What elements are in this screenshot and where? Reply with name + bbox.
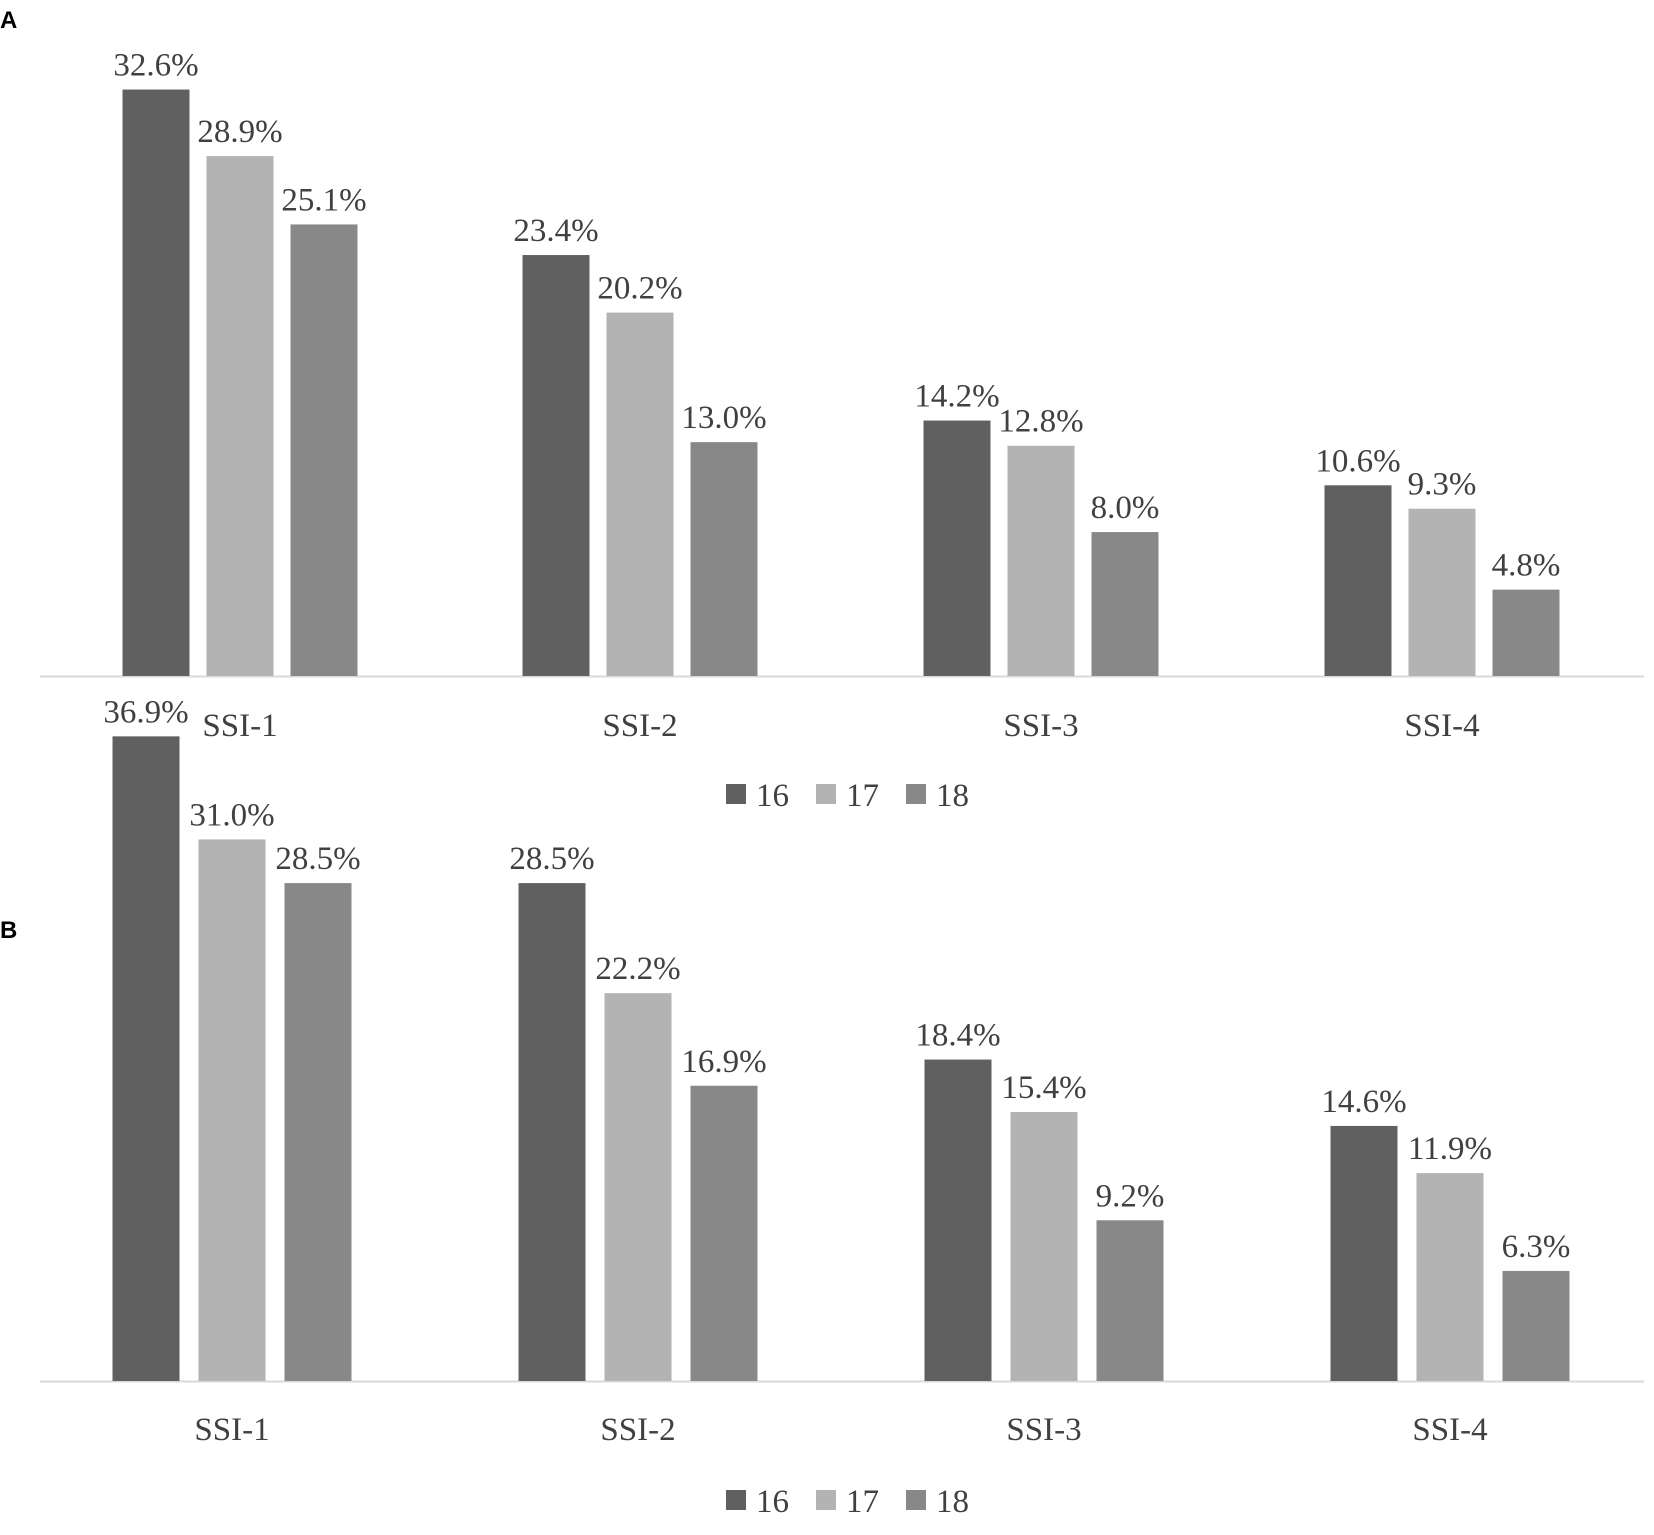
bar-17-ssi-3 bbox=[1010, 1111, 1078, 1381]
bar-16-ssi-3 bbox=[924, 1059, 992, 1381]
legend-swatch-18 bbox=[906, 1490, 926, 1510]
legend-swatch-16 bbox=[726, 1490, 746, 1510]
data-label: 11.9% bbox=[1408, 1131, 1492, 1167]
legend-swatch-17 bbox=[816, 784, 836, 804]
bar-17-ssi-1 bbox=[198, 839, 266, 1381]
chart-panel-b: 36.9% 28.5% 18.4% 14.6% 31.0% 22.2% 15.4% 11.9%… bbox=[40, 694, 1644, 1520]
data-label: 22.2% bbox=[595, 951, 680, 987]
bar-16-ssi-4 bbox=[1330, 1125, 1398, 1381]
data-label: 14.6% bbox=[1321, 1084, 1406, 1120]
data-label: 8.0% bbox=[1091, 490, 1160, 526]
bar-17-ssi-4 bbox=[1408, 508, 1476, 676]
bar-16-ssi-1 bbox=[122, 89, 190, 676]
data-label: 20.2% bbox=[597, 271, 682, 307]
x-tick-label: SSI-3 bbox=[1003, 708, 1078, 744]
data-label: 28.9% bbox=[197, 114, 282, 150]
bar-18-ssi-3 bbox=[1096, 1220, 1164, 1381]
data-label: 28.5% bbox=[275, 841, 360, 877]
legend-label-18: 18 bbox=[936, 778, 969, 814]
data-label: 9.2% bbox=[1096, 1178, 1165, 1214]
x-tick-label: SSI-2 bbox=[602, 708, 677, 744]
legend-label-16: 16 bbox=[756, 778, 789, 814]
legend-label-18: 18 bbox=[936, 1484, 969, 1520]
data-label: 14.2% bbox=[914, 379, 999, 415]
bar-17-ssi-3 bbox=[1007, 445, 1075, 676]
data-label: 16.9% bbox=[681, 1044, 766, 1080]
data-label: 15.4% bbox=[1001, 1070, 1086, 1106]
bar-17-ssi-2 bbox=[604, 993, 672, 1381]
bar-18-ssi-2 bbox=[690, 442, 758, 676]
data-label: 25.1% bbox=[281, 182, 366, 218]
bar-17-ssi-4 bbox=[1416, 1173, 1484, 1381]
x-tick-label: SSI-1 bbox=[202, 708, 277, 744]
bar-16-ssi-2 bbox=[518, 883, 586, 1381]
data-label: 4.8% bbox=[1492, 548, 1561, 584]
bar-17-ssi-2 bbox=[606, 312, 674, 676]
bar-18-ssi-2 bbox=[690, 1085, 758, 1381]
panel-letter-a: A bbox=[0, 7, 17, 34]
legend-swatch-16 bbox=[726, 784, 746, 804]
bar-18-ssi-4 bbox=[1502, 1270, 1570, 1381]
bar-18-ssi-3 bbox=[1091, 532, 1159, 676]
legend-label-17: 17 bbox=[846, 778, 879, 814]
bar-18-ssi-1 bbox=[284, 883, 352, 1381]
bar-18-ssi-4 bbox=[1492, 589, 1560, 676]
x-tick-label: SSI-1 bbox=[194, 1412, 269, 1448]
data-label: 23.4% bbox=[513, 213, 598, 249]
legend-label-16: 16 bbox=[756, 1484, 789, 1520]
data-label: 10.6% bbox=[1315, 443, 1400, 479]
data-label: 12.8% bbox=[998, 404, 1083, 440]
data-label: 13.0% bbox=[681, 400, 766, 436]
legend-swatch-17 bbox=[816, 1490, 836, 1510]
data-label: 31.0% bbox=[189, 797, 274, 833]
bar-16-ssi-1 bbox=[112, 736, 180, 1381]
data-label: 28.5% bbox=[509, 841, 594, 877]
x-tick-label: SSI-4 bbox=[1404, 708, 1479, 744]
data-label: 9.3% bbox=[1408, 467, 1477, 503]
bar-16-ssi-2 bbox=[522, 255, 590, 676]
x-tick-label: SSI-3 bbox=[1006, 1412, 1081, 1448]
panel-letter-b: B bbox=[0, 917, 17, 944]
bar-16-ssi-4 bbox=[1324, 485, 1392, 676]
data-label: 36.9% bbox=[103, 694, 188, 730]
bar-17-ssi-1 bbox=[206, 156, 274, 677]
legend-label-17: 17 bbox=[846, 1484, 879, 1520]
x-tick-label: SSI-4 bbox=[1412, 1412, 1487, 1448]
chart-panel-a: 32.6% 23.4% 14.2% 10.6% 28.9% 20.2% 12.8% 9.3% 2… bbox=[40, 48, 1644, 814]
data-label: 6.3% bbox=[1502, 1229, 1571, 1265]
x-tick-label: SSI-2 bbox=[600, 1412, 675, 1448]
bar-18-ssi-1 bbox=[290, 224, 358, 677]
data-label: 18.4% bbox=[915, 1018, 1000, 1054]
bar-16-ssi-3 bbox=[923, 420, 991, 676]
data-label: 32.6% bbox=[113, 48, 198, 84]
legend-swatch-18 bbox=[906, 784, 926, 804]
